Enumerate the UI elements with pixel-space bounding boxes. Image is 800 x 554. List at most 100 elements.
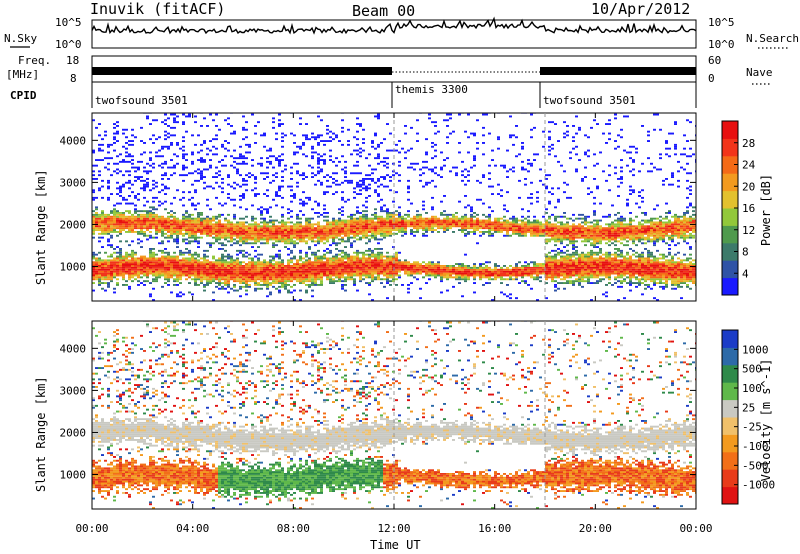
power-cell — [215, 234, 218, 237]
power-cell — [359, 276, 362, 279]
power-cell — [371, 145, 374, 148]
power-cell — [158, 204, 161, 207]
power-cell — [521, 160, 524, 163]
power-cell — [353, 268, 356, 271]
power-cell — [275, 263, 278, 265]
power-cell — [209, 261, 212, 264]
power-cell — [131, 155, 134, 158]
power-cell — [482, 219, 485, 222]
power-cell — [377, 179, 380, 182]
power-cell — [278, 160, 281, 163]
power-cell — [95, 221, 98, 224]
power-cell — [260, 274, 263, 277]
power-cell — [122, 284, 125, 286]
power-cell — [164, 282, 167, 284]
power-cell — [140, 263, 143, 265]
power-cell — [221, 266, 224, 269]
power-cell — [395, 221, 398, 224]
power-cell — [503, 164, 506, 167]
power-cell — [125, 170, 128, 173]
power-cell — [356, 253, 359, 256]
power-cell — [200, 272, 203, 275]
power-cell — [431, 227, 434, 230]
power-cell — [554, 227, 557, 230]
power-cell — [488, 221, 491, 224]
power-cell — [530, 128, 533, 131]
power-cell — [497, 219, 500, 222]
power-cell — [113, 126, 116, 129]
power-cell — [266, 285, 269, 288]
power-cell — [185, 257, 188, 260]
power-cell — [176, 246, 179, 248]
power-cell — [374, 213, 377, 216]
power-cell — [533, 225, 536, 228]
power-cell — [383, 217, 386, 220]
power-cell — [398, 160, 401, 163]
power-cell — [188, 265, 191, 267]
power-cell — [344, 200, 347, 203]
power-cell — [374, 132, 377, 135]
power-cell — [290, 231, 293, 233]
power-cell — [467, 278, 470, 281]
power-cell — [503, 223, 506, 226]
power-cell — [338, 242, 341, 245]
power-cell — [404, 272, 407, 275]
power-cell — [170, 291, 173, 294]
power-cell — [239, 238, 242, 241]
power-cell — [218, 213, 221, 216]
power-cell — [131, 240, 134, 243]
power-cell — [140, 246, 143, 248]
power-cell — [107, 179, 110, 182]
power-cell — [425, 231, 428, 233]
power-cell — [116, 193, 119, 195]
power-cell — [254, 249, 257, 252]
power-cell — [446, 272, 449, 275]
power-cell — [218, 227, 221, 230]
power-cell — [113, 213, 116, 216]
power-cell — [257, 236, 260, 239]
power-cell — [101, 227, 104, 230]
power-cell — [188, 231, 191, 233]
power-cell — [107, 266, 110, 269]
power-cell — [299, 217, 302, 220]
power-cell — [365, 234, 368, 237]
power-cell — [167, 217, 170, 220]
power-cell — [293, 276, 296, 279]
power-cell — [350, 181, 353, 184]
power-cell — [437, 265, 440, 267]
power-cell — [209, 159, 212, 161]
power-cell — [398, 219, 401, 222]
power-cell — [362, 253, 365, 256]
power-cell — [563, 274, 566, 277]
power-cell — [146, 229, 149, 231]
power-cell — [329, 282, 332, 284]
power-cell — [479, 270, 482, 273]
power-cell — [563, 282, 566, 284]
power-cell — [293, 272, 296, 275]
power-cell — [311, 240, 314, 243]
power-cell — [179, 229, 182, 231]
power-cell — [293, 268, 296, 271]
power-cell — [122, 174, 125, 177]
power-cell — [527, 265, 530, 267]
power-cell — [362, 128, 365, 131]
power-cell — [356, 227, 359, 230]
power-cell — [239, 285, 242, 288]
power-cell — [122, 266, 125, 269]
power-cell — [149, 206, 152, 209]
power-cell — [353, 227, 356, 230]
power-cell — [365, 174, 368, 177]
power-cell — [200, 225, 203, 228]
power-cell — [158, 149, 161, 152]
power-cell — [323, 227, 326, 230]
power-cell — [221, 234, 224, 237]
power-cell — [425, 212, 428, 214]
power-cell — [473, 219, 476, 222]
power-cell — [416, 261, 419, 264]
power-cell — [128, 187, 131, 190]
power-cell — [170, 232, 173, 235]
power-cell — [329, 263, 332, 265]
power-cell — [341, 191, 344, 194]
power-cell — [389, 231, 392, 233]
power-cell — [326, 263, 329, 265]
